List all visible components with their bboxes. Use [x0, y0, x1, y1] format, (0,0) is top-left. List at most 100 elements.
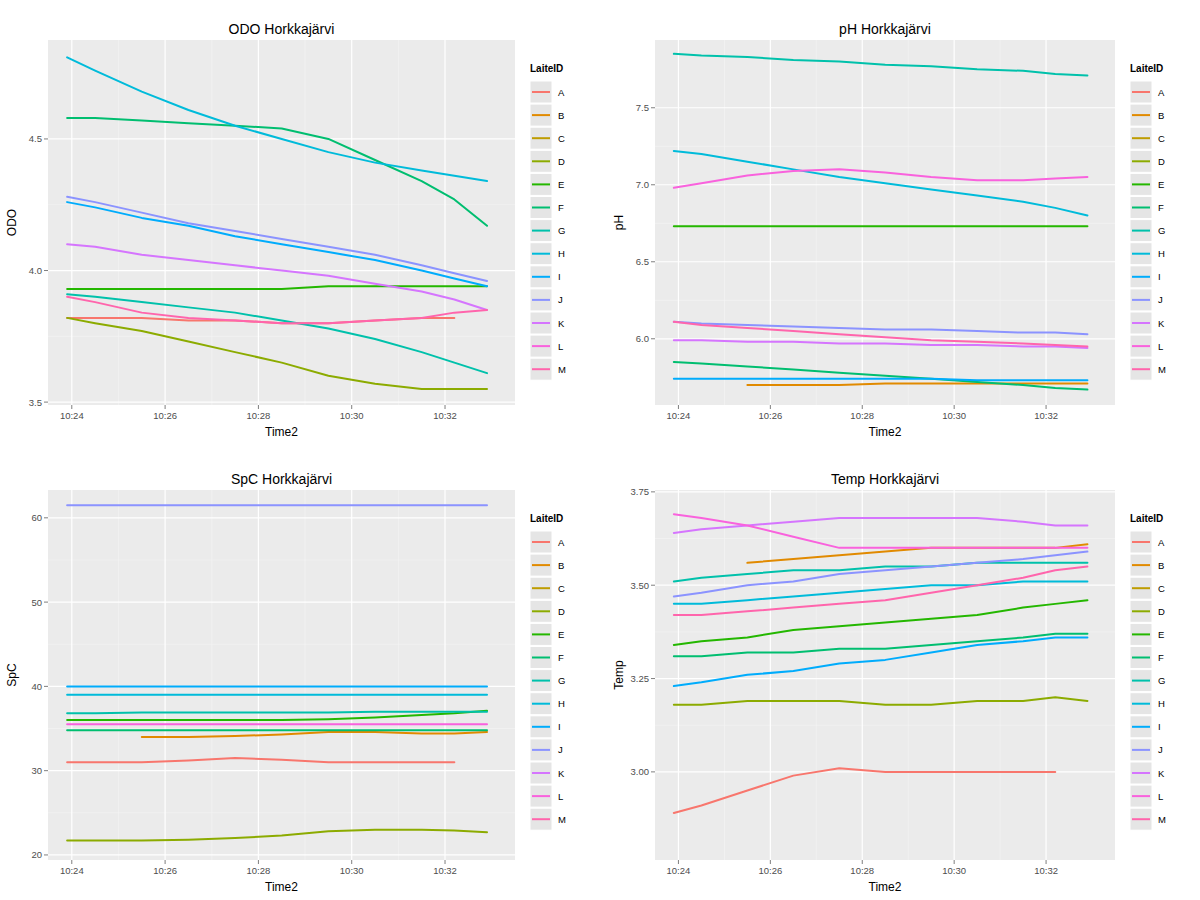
legend-key — [530, 104, 552, 126]
minor-grid — [398, 40, 399, 405]
legend-key — [1130, 289, 1152, 311]
legend-swatch — [1132, 253, 1150, 255]
legend-label: G — [558, 225, 565, 236]
grid-line — [444, 40, 445, 405]
plot-background — [655, 40, 1115, 405]
series-line — [67, 294, 487, 373]
grid-line — [770, 490, 771, 860]
legend-label: K — [1158, 768, 1165, 779]
legend-label: M — [558, 814, 566, 825]
data-layer — [674, 514, 1088, 813]
legend-key — [530, 785, 552, 807]
legend-swatch — [532, 703, 550, 705]
series-line — [674, 54, 1088, 76]
legend-swatch — [1132, 345, 1150, 347]
legend-key — [1130, 785, 1152, 807]
legend-swatch — [532, 91, 550, 93]
legend-swatch — [532, 818, 550, 820]
legend-key — [530, 808, 552, 830]
minor-grid — [211, 490, 212, 860]
tick-label: 20 — [31, 849, 42, 860]
x-axis-label: Time2 — [869, 425, 902, 439]
tick-mark — [351, 405, 352, 409]
grid-line — [71, 490, 72, 860]
legend-key — [1130, 243, 1152, 265]
minor-grid — [398, 490, 399, 860]
minor-grid — [816, 490, 817, 860]
legend-swatch — [1132, 276, 1150, 278]
grid-line — [954, 40, 955, 405]
legend-swatch — [532, 253, 550, 255]
minor-grid — [1000, 490, 1001, 860]
panel: 6.06.57.07.510:2410:2610:2810:3010:32pH … — [612, 21, 1166, 439]
legend-key — [530, 173, 552, 195]
legend-key — [1130, 739, 1152, 761]
legend-swatch — [1132, 657, 1150, 659]
series-line — [674, 697, 1088, 704]
tick-mark — [71, 860, 72, 864]
legend-key — [1130, 358, 1152, 380]
series-line — [67, 711, 487, 720]
series-line — [674, 379, 1088, 381]
legend-label: M — [1158, 814, 1166, 825]
grid-line — [678, 490, 679, 860]
tick-label: 10:26 — [758, 410, 782, 421]
legend-label: B — [558, 110, 564, 121]
legend-label: L — [558, 791, 563, 802]
tick-label: 10:24 — [60, 410, 84, 421]
data-layer — [67, 505, 487, 840]
y-axis-label: ODO — [5, 209, 19, 236]
legend-key — [530, 600, 552, 622]
tick-mark — [165, 405, 166, 409]
legend-key — [1130, 808, 1152, 830]
tick-label: 10:28 — [850, 865, 874, 876]
tick-label: 3.50 — [631, 580, 650, 591]
legend-swatch — [1132, 299, 1150, 301]
minor-grid — [724, 490, 725, 860]
series-line — [674, 637, 1088, 686]
legend-swatch — [1132, 633, 1150, 635]
legend-key — [530, 647, 552, 669]
tick-label: 6.0 — [636, 333, 649, 344]
legend-key — [1130, 623, 1152, 645]
legend-swatch — [1132, 114, 1150, 116]
legend-key — [530, 623, 552, 645]
legend-key — [1130, 127, 1152, 149]
legend-swatch — [1132, 703, 1150, 705]
tick-mark — [651, 261, 655, 262]
tick-mark — [954, 860, 955, 864]
legend-swatch — [532, 183, 550, 185]
plot-background — [48, 490, 515, 860]
legend-label: I — [1158, 271, 1161, 282]
legend-label: D — [558, 606, 565, 617]
legend-label: E — [558, 629, 564, 640]
tick-mark — [44, 686, 48, 687]
legend-label: B — [558, 560, 564, 571]
grid-line — [954, 490, 955, 860]
data-layer — [67, 57, 487, 389]
legend-label: G — [1158, 675, 1165, 686]
legend-swatch — [532, 137, 550, 139]
legend-swatch — [1132, 587, 1150, 589]
grid-line — [862, 490, 863, 860]
legend-title: LaiteID — [1130, 513, 1163, 524]
x-axis-label: Time2 — [265, 425, 298, 439]
plot-background — [48, 40, 515, 405]
tick-label: 10:26 — [758, 865, 782, 876]
series-line — [67, 297, 487, 323]
legend-label: L — [558, 341, 563, 352]
tick-label: 50 — [31, 597, 42, 608]
legend-title: LaiteID — [1130, 63, 1163, 74]
legend-title: LaiteID — [530, 513, 563, 524]
grid-line — [444, 490, 445, 860]
legend-label: C — [1158, 583, 1165, 594]
legend-swatch — [1132, 137, 1150, 139]
legend-key — [530, 243, 552, 265]
legend-key — [530, 358, 552, 380]
tick-label: 60 — [31, 512, 42, 523]
legend-label: H — [1158, 248, 1165, 259]
legend-swatch — [532, 795, 550, 797]
chart-title: pH Horkkajärvi — [839, 21, 931, 37]
series-line — [747, 383, 1087, 385]
panel: 3.003.253.503.7510:2410:2610:2810:3010:3… — [612, 471, 1166, 894]
